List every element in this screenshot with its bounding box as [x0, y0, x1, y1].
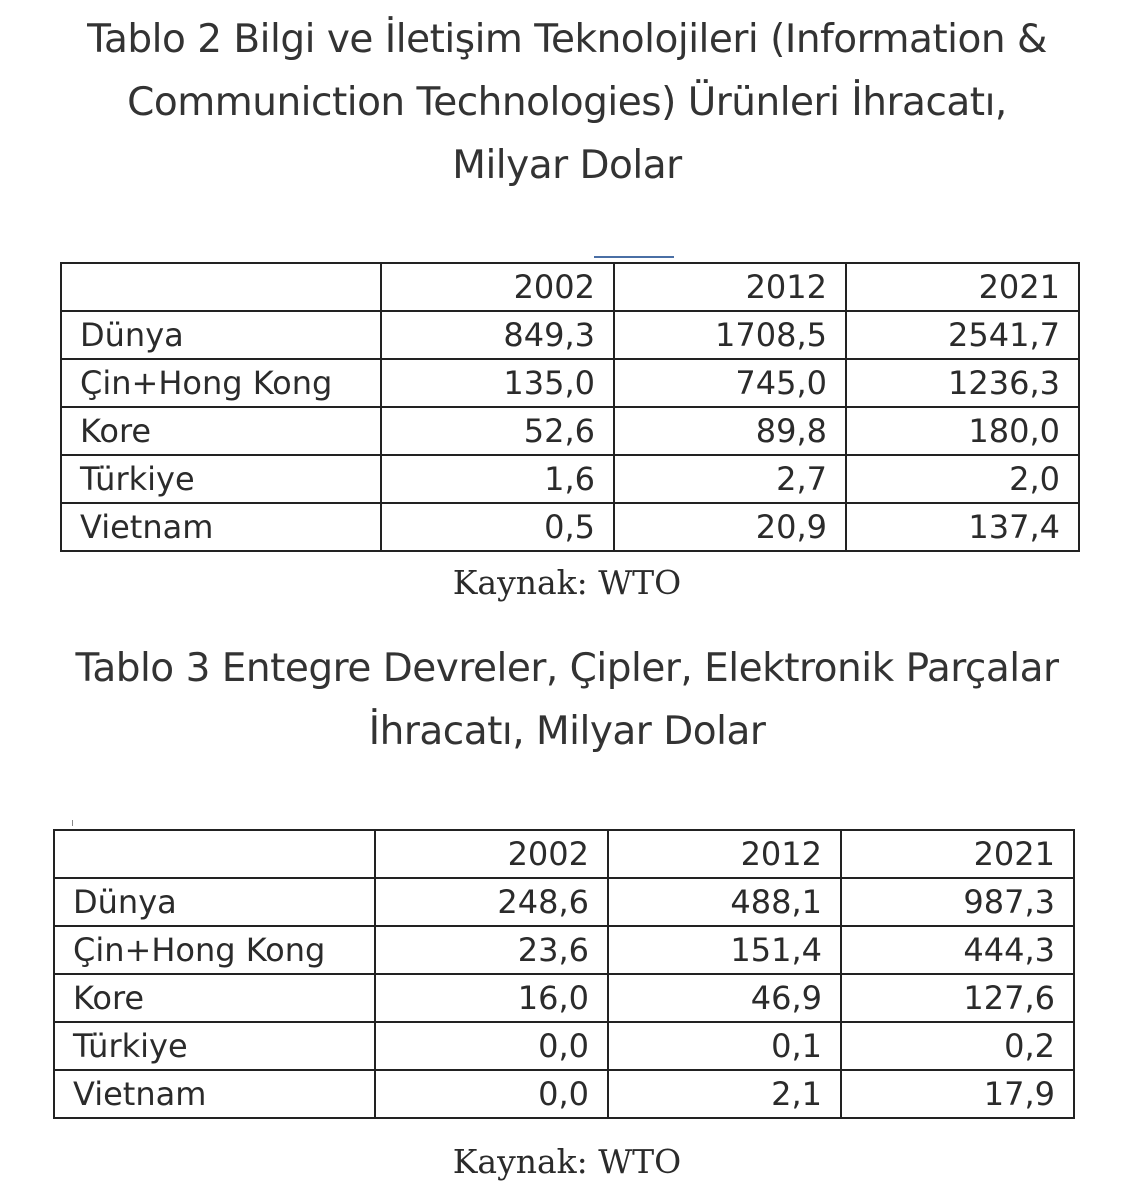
value-cell: 89,8 [613, 406, 847, 456]
source-note: Kaynak: WTO [452, 563, 682, 602]
value-cell: 0,2 [840, 1021, 1075, 1071]
row-label: Türkiye [60, 454, 382, 504]
value-cell: 1708,5 [613, 310, 847, 360]
value-cell: 0,5 [380, 502, 615, 552]
table-row: Türkiye 0,0 0,1 0,2 [53, 1021, 1075, 1071]
table-header-row: 2002 2012 2021 [60, 262, 1080, 312]
value-cell: 127,6 [840, 973, 1075, 1023]
value-cell: 180,0 [845, 406, 1080, 456]
header-cell-2021: 2021 [840, 829, 1075, 879]
table-row: Çin+Hong Kong 135,0 745,0 1236,3 [60, 358, 1080, 408]
chips-exports-table: 2002 2012 2021 Dünya 248,6 488,1 987,3 Ç… [53, 829, 1075, 1119]
row-label: Dünya [53, 877, 376, 927]
row-label: Çin+Hong Kong [60, 358, 382, 408]
source-note: Kaynak: WTO [452, 1142, 682, 1181]
row-label: Kore [60, 406, 382, 456]
value-cell: 2,0 [845, 454, 1080, 504]
row-label: Çin+Hong Kong [53, 925, 376, 975]
value-cell: 52,6 [380, 406, 615, 456]
value-cell: 17,9 [840, 1069, 1075, 1119]
value-cell: 849,3 [380, 310, 615, 360]
table-row: Vietnam 0,0 2,1 17,9 [53, 1069, 1075, 1119]
table-2-title: Tablo 2 Bilgi ve İletişim Teknolojileri … [0, 8, 1134, 197]
value-cell: 16,0 [374, 973, 609, 1023]
header-cell-2012: 2012 [607, 829, 842, 879]
value-cell: 151,4 [607, 925, 842, 975]
table-3-title-line: Tablo 3 Entegre Devreler, Çipler, Elektr… [75, 646, 1059, 691]
value-cell: 745,0 [613, 358, 847, 408]
value-cell: 1236,3 [845, 358, 1080, 408]
ict-exports-table: 2002 2012 2021 Dünya 849,3 1708,5 2541,7… [60, 262, 1080, 552]
table-row: Kore 16,0 46,9 127,6 [53, 973, 1075, 1023]
header-cell-2021: 2021 [845, 262, 1080, 312]
table-row: Vietnam 0,5 20,9 137,4 [60, 502, 1080, 552]
table-row: Çin+Hong Kong 23,6 151,4 444,3 [53, 925, 1075, 975]
value-cell: 2,1 [607, 1069, 842, 1119]
value-cell: 2541,7 [845, 310, 1080, 360]
value-cell: 23,6 [374, 925, 609, 975]
value-cell: 137,4 [845, 502, 1080, 552]
table-row: Dünya 248,6 488,1 987,3 [53, 877, 1075, 927]
header-cell-empty [53, 829, 376, 879]
header-cell-2002: 2002 [380, 262, 615, 312]
row-label: Türkiye [53, 1021, 376, 1071]
table-2-title-line: Milyar Dolar [452, 143, 682, 188]
value-cell: 0,1 [607, 1021, 842, 1071]
value-cell: 20,9 [613, 502, 847, 552]
row-label: Kore [53, 973, 376, 1023]
value-cell: 248,6 [374, 877, 609, 927]
table-row: Türkiye 1,6 2,7 2,0 [60, 454, 1080, 504]
value-cell: 0,0 [374, 1069, 609, 1119]
value-cell: 0,0 [374, 1021, 609, 1071]
header-cell-2002: 2002 [374, 829, 609, 879]
value-cell: 488,1 [607, 877, 842, 927]
decorative-underline [594, 256, 674, 258]
header-cell-empty [60, 262, 382, 312]
value-cell: 987,3 [840, 877, 1075, 927]
value-cell: 1,6 [380, 454, 615, 504]
row-label: Vietnam [53, 1069, 376, 1119]
table-row: Dünya 849,3 1708,5 2541,7 [60, 310, 1080, 360]
value-cell: 135,0 [380, 358, 615, 408]
table-3-title-line: İhracatı, Milyar Dolar [368, 709, 766, 754]
header-cell-2012: 2012 [613, 262, 847, 312]
table-2-title-line: Tablo 2 Bilgi ve İletişim Teknolojileri … [87, 17, 1047, 62]
decorative-tick [72, 820, 73, 826]
row-label: Vietnam [60, 502, 382, 552]
table-3-title: Tablo 3 Entegre Devreler, Çipler, Elektr… [0, 637, 1134, 763]
table-row: Kore 52,6 89,8 180,0 [60, 406, 1080, 456]
value-cell: 2,7 [613, 454, 847, 504]
value-cell: 46,9 [607, 973, 842, 1023]
value-cell: 444,3 [840, 925, 1075, 975]
row-label: Dünya [60, 310, 382, 360]
table-2-title-line: Communiction Technologies) Ürünleri İhra… [127, 80, 1007, 125]
table-header-row: 2002 2012 2021 [53, 829, 1075, 879]
